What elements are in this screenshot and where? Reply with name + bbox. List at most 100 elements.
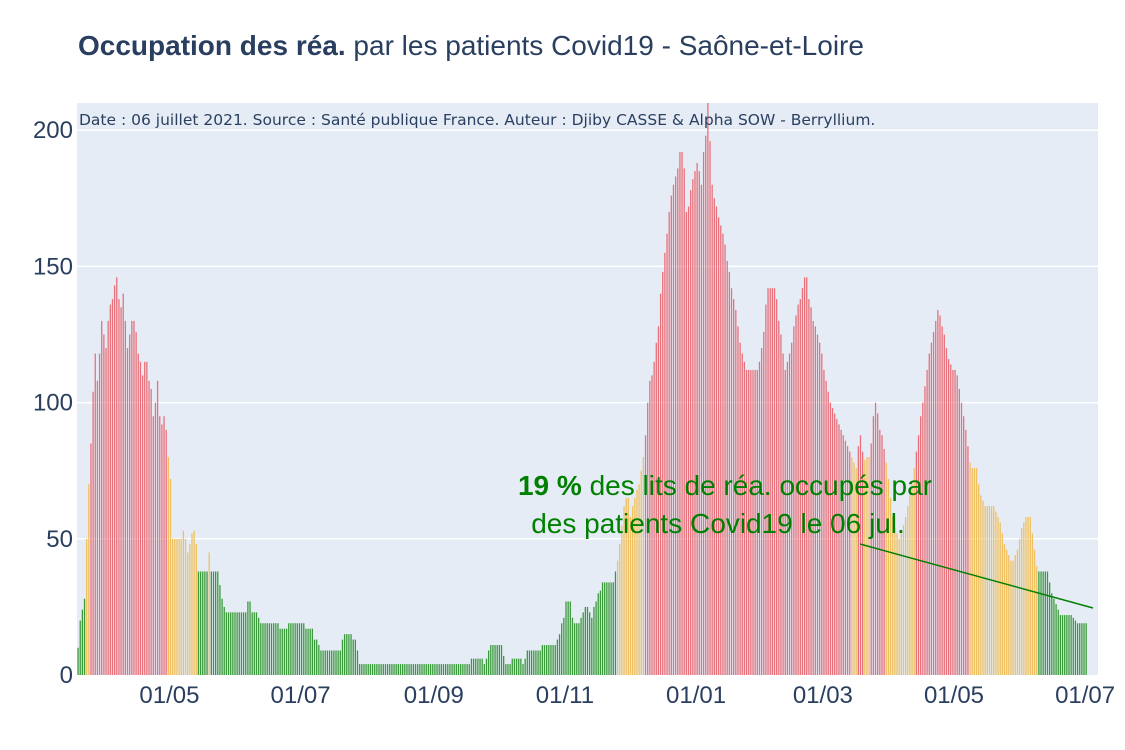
bar (814, 326, 816, 675)
bar (926, 369, 928, 675)
bar (189, 544, 191, 675)
bar (569, 601, 571, 675)
bar (868, 457, 870, 675)
bar (1042, 571, 1044, 675)
bar (1061, 615, 1064, 675)
bar (614, 571, 617, 675)
bar (294, 623, 296, 675)
bar (395, 664, 397, 675)
bar (247, 601, 249, 675)
bar (904, 517, 907, 675)
bar (956, 375, 958, 675)
bar (116, 277, 118, 675)
bar (161, 424, 163, 675)
bar (425, 664, 427, 675)
bar (722, 233, 724, 675)
bar (176, 538, 178, 675)
bar (597, 593, 599, 675)
bar (593, 606, 595, 675)
bar (760, 348, 763, 675)
bar (767, 288, 769, 675)
bar (144, 361, 146, 675)
bar (608, 582, 610, 675)
bar (803, 277, 806, 675)
bar (711, 184, 713, 675)
bar (496, 645, 498, 675)
bar (930, 342, 933, 675)
bar (750, 369, 752, 675)
bar (419, 664, 421, 675)
bar (537, 650, 539, 675)
bar (303, 623, 305, 675)
bar (604, 582, 606, 675)
bar (932, 331, 935, 675)
bar (152, 416, 154, 675)
bar (724, 244, 726, 675)
bar (728, 271, 731, 675)
bar (292, 623, 294, 675)
bar (601, 582, 604, 675)
bar (509, 664, 511, 675)
bar (698, 171, 700, 675)
bar (879, 429, 881, 675)
bar (965, 429, 967, 675)
bar (584, 606, 586, 675)
bar (487, 650, 490, 675)
bar (88, 484, 90, 675)
bar (182, 530, 185, 675)
bar (249, 601, 251, 675)
bar (273, 623, 275, 675)
bar (1016, 549, 1019, 675)
bar (109, 304, 111, 675)
bar (129, 334, 131, 675)
bar (898, 538, 900, 675)
bar (986, 506, 988, 675)
bar (460, 664, 462, 675)
bar (995, 511, 997, 675)
bar (726, 260, 728, 675)
bar (786, 361, 789, 675)
bar (662, 271, 664, 675)
y-axis-ticks: 0 50 100 150 200 (33, 117, 73, 689)
bar (363, 664, 365, 675)
bar (756, 369, 758, 675)
bar (885, 462, 887, 675)
bar (533, 650, 535, 675)
bar (771, 288, 773, 675)
chart-title-bold: Occupation des réa. (78, 30, 346, 61)
bar (913, 467, 915, 675)
bar (111, 299, 114, 675)
bar (389, 664, 391, 675)
bar (730, 288, 733, 675)
bar (612, 582, 614, 675)
bar (788, 353, 791, 675)
bar (1040, 571, 1042, 675)
bar (900, 533, 902, 675)
bar (694, 171, 696, 675)
bar (245, 612, 247, 675)
bar (337, 650, 339, 675)
bar (113, 285, 116, 675)
bar (993, 506, 995, 675)
bar (481, 658, 483, 675)
bar (939, 315, 941, 675)
bar (232, 612, 234, 675)
bar (894, 527, 896, 675)
bar (485, 658, 488, 675)
bar (378, 664, 380, 675)
bar (692, 179, 694, 675)
bar (369, 664, 372, 675)
bar (528, 650, 531, 675)
bar (1051, 593, 1053, 675)
bar (1044, 571, 1046, 675)
bar (335, 650, 337, 675)
bar (975, 467, 978, 675)
bar (159, 416, 161, 675)
bar (1033, 549, 1036, 675)
bar (644, 435, 647, 675)
bar (492, 645, 494, 675)
bar (672, 184, 675, 675)
bar (167, 457, 169, 675)
bar (399, 664, 402, 675)
bar (870, 443, 872, 675)
